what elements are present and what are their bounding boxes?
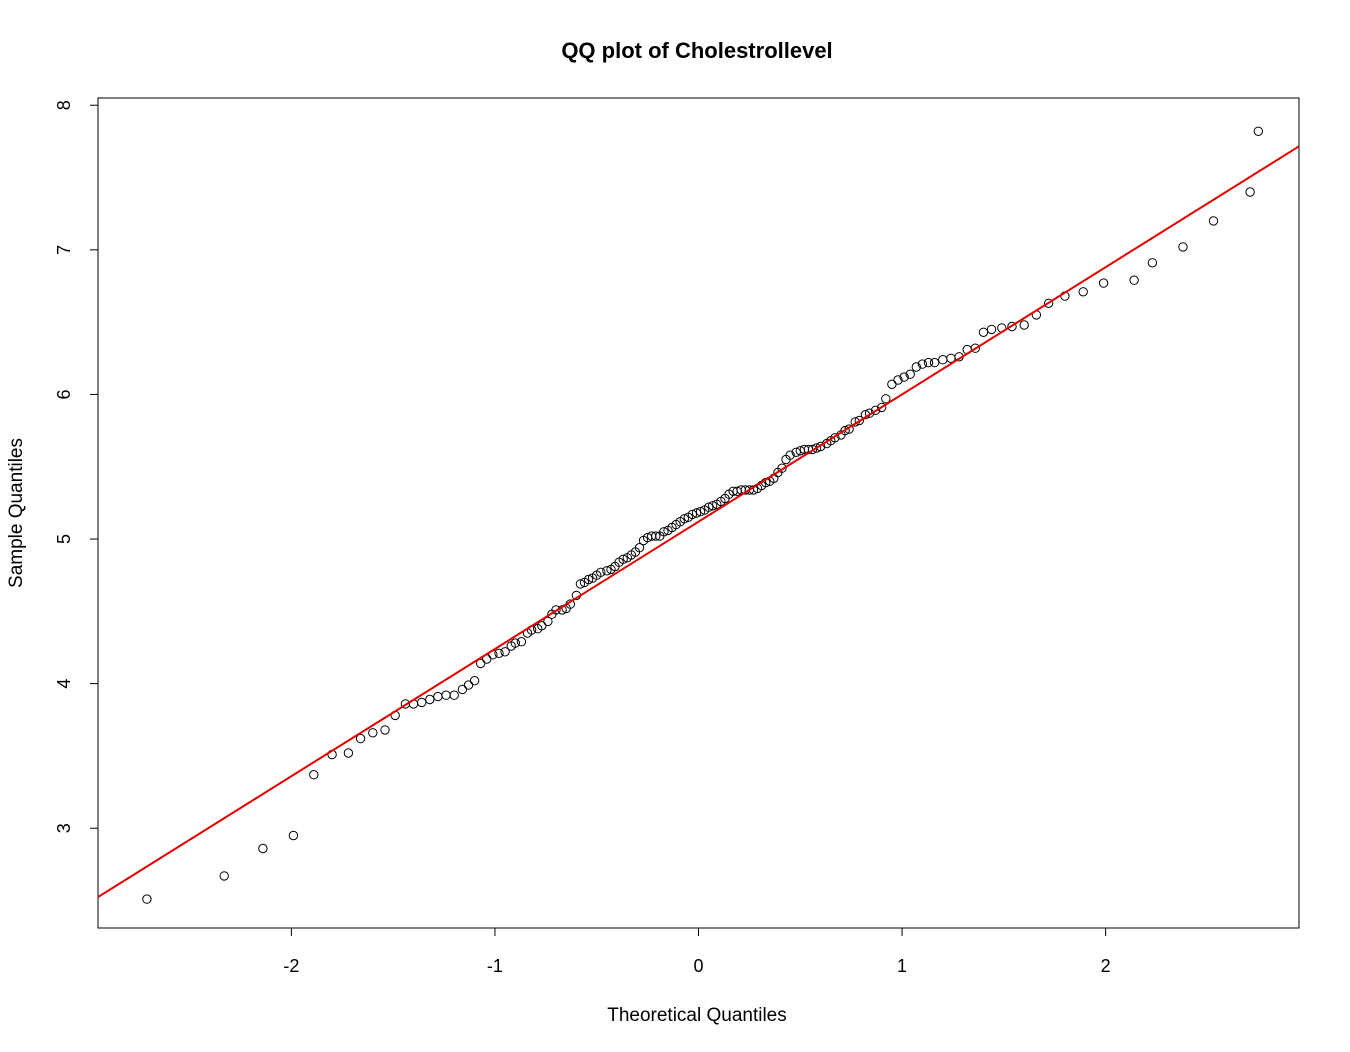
data-point-13 bbox=[417, 697, 427, 708]
data-point-133 bbox=[1078, 287, 1088, 297]
data-point-15 bbox=[433, 691, 443, 702]
data-point-140 bbox=[1253, 126, 1264, 137]
data-point-109 bbox=[870, 405, 881, 415]
data-point-91 bbox=[785, 450, 795, 460]
x-axis: -2 -1 0 1 2 bbox=[283, 927, 1111, 976]
data-point-115 bbox=[905, 369, 915, 379]
data-point-118 bbox=[923, 357, 934, 368]
data-point-97 bbox=[811, 443, 822, 453]
data-point-103 bbox=[840, 425, 850, 436]
chart-title: QQ plot of Cholestrollevel bbox=[561, 38, 832, 63]
data-point-14 bbox=[425, 694, 435, 705]
data-point-101 bbox=[830, 433, 840, 443]
data-point-24 bbox=[494, 648, 504, 658]
x-tick-label: 1 bbox=[897, 956, 907, 976]
data-point-72 bbox=[708, 501, 718, 511]
data-point-17 bbox=[449, 690, 459, 700]
data-point-67 bbox=[687, 509, 698, 520]
x-axis-label: Theoretical Quantiles bbox=[607, 1005, 787, 1026]
data-point-40 bbox=[575, 579, 586, 589]
data-point-25 bbox=[500, 647, 510, 657]
data-point-134 bbox=[1098, 278, 1109, 288]
data-point-136 bbox=[1147, 258, 1158, 268]
y-axis: 3 4 5 6 7 8 bbox=[54, 100, 99, 833]
data-point-6 bbox=[343, 748, 354, 758]
data-points bbox=[142, 126, 1264, 904]
data-point-9 bbox=[380, 725, 390, 735]
data-point-65 bbox=[679, 514, 689, 524]
data-point-96 bbox=[807, 444, 818, 455]
data-point-119 bbox=[929, 357, 940, 368]
x-tick-label: 2 bbox=[1101, 956, 1111, 976]
data-point-139 bbox=[1245, 187, 1255, 197]
data-point-33 bbox=[543, 616, 553, 627]
x-tick-label: -2 bbox=[283, 956, 299, 976]
data-point-58 bbox=[651, 531, 661, 541]
data-point-4 bbox=[309, 770, 319, 780]
plot-frame bbox=[97, 97, 1300, 929]
y-tick-label: 5 bbox=[54, 534, 74, 544]
data-point-1 bbox=[219, 871, 229, 881]
data-point-112 bbox=[887, 379, 897, 389]
data-point-20 bbox=[469, 676, 480, 686]
data-point-92 bbox=[791, 447, 801, 457]
data-point-28 bbox=[516, 637, 527, 647]
data-point-124 bbox=[970, 343, 980, 353]
data-point-137 bbox=[1178, 242, 1188, 252]
data-point-3 bbox=[288, 830, 299, 841]
y-tick-label: 8 bbox=[54, 100, 74, 110]
x-tick-label: 0 bbox=[693, 956, 703, 976]
reference-line bbox=[97, 145, 1300, 898]
y-tick-label: 6 bbox=[54, 389, 74, 399]
data-point-46 bbox=[602, 566, 612, 576]
data-point-106 bbox=[854, 415, 864, 426]
data-point-8 bbox=[368, 728, 378, 738]
data-point-69 bbox=[695, 506, 706, 517]
y-axis-label: Sample Quantiles bbox=[6, 438, 27, 588]
data-point-18 bbox=[457, 684, 468, 695]
data-point-131 bbox=[1043, 298, 1054, 308]
data-point-116 bbox=[911, 362, 921, 372]
data-point-21 bbox=[476, 658, 486, 669]
data-point-16 bbox=[441, 690, 451, 700]
data-point-42 bbox=[583, 574, 594, 585]
data-point-71 bbox=[704, 502, 714, 512]
data-point-117 bbox=[917, 359, 928, 369]
data-point-68 bbox=[691, 508, 702, 518]
data-point-111 bbox=[881, 394, 891, 404]
data-point-27 bbox=[510, 638, 520, 648]
data-point-113 bbox=[893, 375, 903, 385]
y-tick-label: 7 bbox=[54, 245, 74, 255]
data-point-128 bbox=[1007, 321, 1017, 332]
data-point-89 bbox=[777, 463, 787, 473]
data-point-120 bbox=[938, 355, 948, 365]
data-point-7 bbox=[355, 733, 366, 744]
data-point-0 bbox=[142, 894, 152, 904]
data-point-45 bbox=[596, 567, 606, 577]
data-point-35 bbox=[551, 605, 561, 615]
data-point-54 bbox=[634, 543, 645, 553]
data-point-50 bbox=[618, 554, 628, 564]
x-tick-label: -1 bbox=[487, 956, 503, 976]
data-point-98 bbox=[815, 441, 826, 452]
y-tick-label: 3 bbox=[54, 823, 74, 833]
y-tick-label: 4 bbox=[54, 679, 74, 689]
data-point-32 bbox=[537, 621, 547, 631]
data-point-135 bbox=[1129, 275, 1139, 285]
data-point-114 bbox=[899, 372, 909, 382]
data-point-110 bbox=[877, 402, 887, 413]
data-point-126 bbox=[986, 324, 997, 335]
data-point-125 bbox=[978, 327, 989, 337]
data-point-2 bbox=[258, 843, 268, 854]
data-point-19 bbox=[463, 680, 474, 690]
data-point-129 bbox=[1019, 320, 1029, 330]
data-point-138 bbox=[1208, 216, 1219, 226]
data-point-60 bbox=[659, 527, 669, 537]
